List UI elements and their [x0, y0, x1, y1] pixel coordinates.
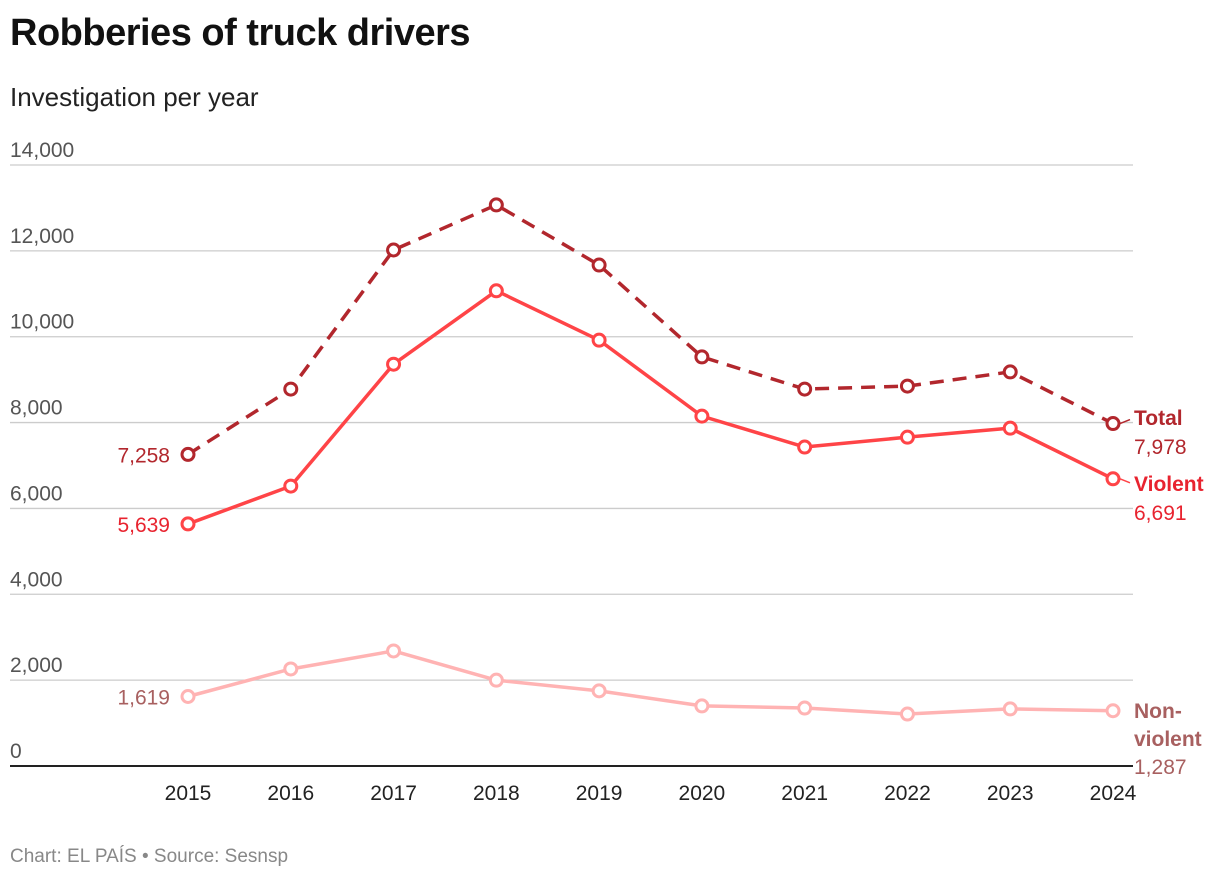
data-point	[488, 672, 504, 688]
data-point	[591, 683, 607, 699]
x-tick-label: 2017	[370, 782, 417, 805]
start-value-label: 5,639	[117, 514, 170, 537]
data-point	[1105, 416, 1121, 432]
data-point	[488, 197, 504, 213]
chart-footer: Chart: EL PAÍS • Source: Sesnsp	[10, 846, 289, 867]
data-point	[386, 242, 402, 258]
x-tick-label: 2015	[165, 782, 212, 805]
series-label-nonviolent: Non-	[1134, 700, 1182, 723]
data-point	[591, 332, 607, 348]
start-value-label: 1,619	[117, 686, 170, 709]
data-point	[797, 439, 813, 455]
data-point	[180, 446, 196, 462]
data-point	[591, 257, 607, 273]
x-tick-label: 2019	[576, 782, 623, 805]
data-point	[1002, 364, 1018, 380]
data-point	[1002, 420, 1018, 436]
start-value-label: 7,258	[117, 444, 170, 467]
x-tick-label: 2020	[679, 782, 726, 805]
y-tick-label: 12,000	[10, 225, 74, 248]
series-label-total: Total	[1134, 407, 1183, 430]
y-tick-label: 2,000	[10, 654, 63, 677]
data-point	[694, 349, 710, 365]
data-point	[386, 356, 402, 372]
data-point	[694, 698, 710, 714]
series-line-violent	[187, 289, 1114, 526]
y-tick-label: 10,000	[10, 311, 74, 334]
x-tick-label: 2018	[473, 782, 520, 805]
x-tick-label: 2024	[1090, 782, 1137, 805]
end-value-label: 1,287	[1134, 756, 1187, 779]
x-tick-label: 2016	[267, 782, 314, 805]
data-point	[180, 516, 196, 532]
data-point	[797, 381, 813, 397]
y-tick-label: 14,000	[10, 139, 74, 162]
series-label-nonviolent: violent	[1134, 728, 1202, 751]
data-point	[1105, 471, 1121, 487]
end-value-label: 6,691	[1134, 502, 1187, 525]
y-tick-label: 8,000	[10, 397, 63, 420]
y-tick-label: 0	[10, 740, 22, 763]
data-point	[694, 408, 710, 424]
chart-subtitle: Investigation per year	[10, 82, 259, 112]
y-tick-label: 6,000	[10, 482, 63, 505]
label-connector	[1119, 478, 1131, 484]
chart-title: Robberies of truck drivers	[10, 12, 471, 54]
series-line-non-violent	[187, 649, 1114, 716]
data-point	[797, 700, 813, 716]
x-tick-label: 2021	[781, 782, 828, 805]
end-value-label: 7,978	[1134, 436, 1187, 459]
x-tick-label: 2023	[987, 782, 1034, 805]
data-point	[283, 381, 299, 397]
x-tick-label: 2022	[884, 782, 931, 805]
data-point	[1002, 701, 1018, 717]
data-point	[899, 706, 915, 722]
data-point	[283, 661, 299, 677]
label-connector	[1119, 418, 1131, 425]
data-point	[488, 283, 504, 299]
series-line-total	[187, 203, 1114, 456]
series-label-violent: Violent	[1134, 473, 1204, 496]
data-point	[1105, 703, 1121, 719]
data-point	[386, 643, 402, 659]
data-point	[283, 478, 299, 494]
y-tick-label: 4,000	[10, 568, 63, 591]
data-point	[899, 429, 915, 445]
data-point	[180, 688, 196, 704]
data-point	[899, 378, 915, 394]
